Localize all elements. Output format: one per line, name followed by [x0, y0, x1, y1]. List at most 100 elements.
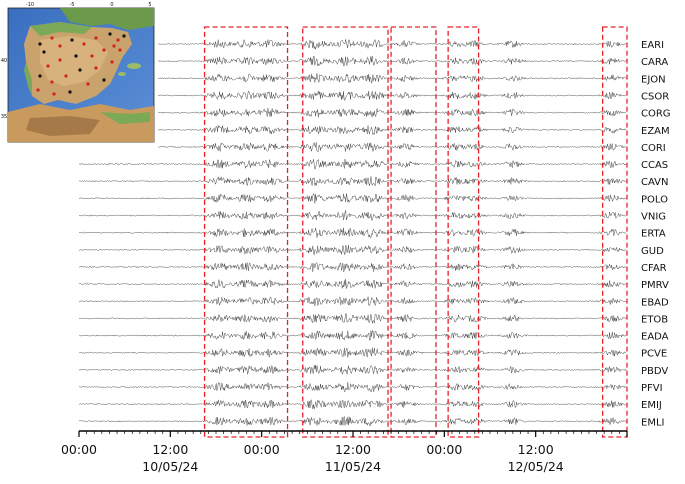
- station-label-pmrv: PMRV: [641, 280, 669, 291]
- map-station-dot: [78, 68, 82, 72]
- trace-gud: [78, 244, 627, 255]
- station-label-ccas: CCAS: [641, 160, 668, 171]
- map-station-dot: [90, 54, 94, 58]
- map-station-dot: [112, 44, 116, 48]
- event-window-2: [302, 26, 389, 438]
- map-station-dot: [102, 78, 106, 82]
- map-station-dot: [82, 42, 86, 46]
- map-lat-label: 35: [1, 114, 7, 120]
- map-station-dot: [64, 74, 68, 78]
- map-station-dot: [108, 32, 112, 36]
- trace-ebad: [78, 296, 627, 307]
- time-tick-label: 12:00: [518, 442, 554, 457]
- trace-csor: [157, 90, 627, 101]
- map-station-dot: [94, 66, 98, 70]
- station-label-erta: ERTA: [641, 229, 666, 240]
- time-tick-label: 12:00: [335, 442, 371, 457]
- map-station-dot: [74, 54, 78, 58]
- station-label-eada: EADA: [641, 332, 669, 343]
- event-window-4: [447, 26, 480, 438]
- station-label-etob: ETOB: [641, 314, 668, 325]
- station-label-cara: CARA: [641, 57, 668, 68]
- trace-pbdv: [78, 364, 627, 375]
- map-station-dot: [50, 80, 54, 84]
- trace-eada: [78, 330, 627, 341]
- map-lon-label: 5: [148, 2, 151, 8]
- map-station-dot: [58, 58, 62, 62]
- map-station-dot: [58, 44, 62, 48]
- station-label-polo: POLO: [641, 194, 668, 205]
- date-label: 12/05/24: [508, 459, 564, 474]
- trace-emij: [78, 399, 627, 410]
- station-label-ejon: EJON: [641, 74, 666, 85]
- date-label: 10/05/24: [142, 459, 198, 474]
- trace-pmrv: [78, 279, 627, 289]
- time-tick-label: 00:00: [61, 442, 97, 457]
- map-lon-label: 0: [110, 2, 113, 8]
- map-lat-label: 40: [1, 58, 7, 64]
- map-station-dot: [36, 88, 40, 92]
- station-label-cavn: CAVN: [641, 177, 669, 188]
- event-window-1: [203, 26, 289, 438]
- map-station-dot: [38, 74, 42, 78]
- map-station-dot: [86, 82, 90, 86]
- map-station-markers: [36, 32, 126, 96]
- map-station-dot: [50, 36, 54, 40]
- map-station-dot: [110, 60, 114, 64]
- station-label-ebad: EBAD: [641, 297, 669, 308]
- event-window-5: [601, 26, 628, 438]
- station-label-emli: EMLI: [641, 417, 664, 428]
- station-label-pfvi: PFVI: [641, 383, 663, 394]
- map-station-dot: [46, 64, 50, 68]
- time-tick-label: 12:00: [152, 442, 188, 457]
- map-station-dot: [118, 48, 122, 52]
- trace-erta: [78, 227, 627, 238]
- map-station-dot: [116, 38, 120, 42]
- trace-cori: [157, 142, 627, 152]
- time-tick-label: 00:00: [426, 442, 462, 457]
- station-label-pbdv: PBDV: [641, 366, 668, 377]
- map-lon-label: -10: [26, 2, 34, 8]
- trace-cavn: [78, 176, 627, 187]
- time-tick-label: 00:00: [244, 442, 280, 457]
- map-station-dot: [38, 42, 42, 46]
- station-label-vnig: VNIG: [641, 212, 666, 223]
- trace-corg: [157, 108, 627, 118]
- trace-vnig: [78, 210, 627, 221]
- station-label-gud: GUD: [641, 246, 664, 257]
- event-window-3: [390, 26, 437, 438]
- station-label-ezam: EZAM: [641, 126, 670, 137]
- station-label-emij: EMIJ: [641, 400, 662, 411]
- date-label: 11/05/24: [325, 459, 381, 474]
- trace-ezam: [157, 125, 627, 136]
- trace-pfvi: [78, 382, 627, 393]
- trace-cara: [157, 55, 627, 67]
- station-label-csor: CSOR: [641, 91, 669, 102]
- seismic-traces: [78, 38, 627, 427]
- trace-ejon: [157, 73, 627, 85]
- station-label-cori: CORI: [641, 143, 666, 154]
- map-station-dot: [68, 90, 72, 94]
- map-station-dot: [52, 92, 56, 96]
- map-station-dot: [94, 36, 98, 40]
- trace-cfar: [78, 262, 627, 273]
- event-windows: [203, 26, 628, 438]
- map-station-dot: [102, 48, 106, 52]
- station-label-pcve: PCVE: [641, 349, 667, 360]
- time-axis: 00:00 12:00 00:00 12:00 00:00 12:00 10/05/24 11…: [61, 430, 628, 474]
- trace-polo: [78, 192, 627, 204]
- station-map-inset: -10 -5 0 5 40 35: [1, 2, 155, 143]
- map-station-dot: [122, 34, 126, 38]
- trace-etob: [78, 312, 627, 324]
- trace-emli: [78, 416, 627, 427]
- map-station-dot: [70, 38, 74, 42]
- trace-eari: [157, 38, 627, 50]
- trace-ccas: [78, 158, 627, 170]
- station-label-cfar: CFAR: [641, 263, 667, 274]
- map-lon-label: -5: [70, 2, 75, 8]
- trace-pcve: [78, 347, 627, 358]
- station-label-corg: CORG: [641, 109, 671, 120]
- station-labels: EARI CARA EJON CSOR CORG EZAM CORI CCAS CAVN POLO…: [641, 40, 671, 428]
- station-label-eari: EARI: [641, 40, 664, 51]
